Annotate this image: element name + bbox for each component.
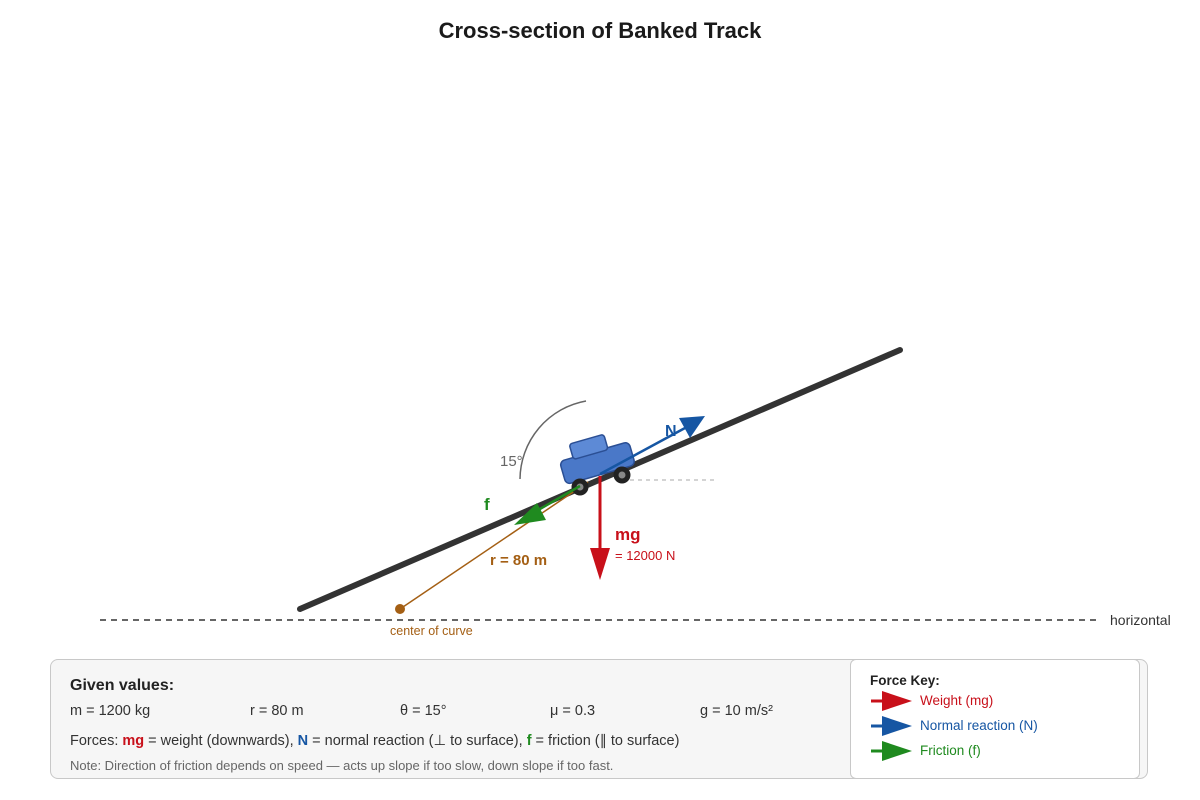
n-description: = normal reaction (⊥ to surface), <box>308 733 527 749</box>
forces-description: Forces: mg = weight (downwards), N = nor… <box>70 733 679 749</box>
mg-description: = weight (downwards), <box>144 733 298 749</box>
friction-arrow-shaft <box>532 484 581 515</box>
friction-note: Note: Direction of friction depends on s… <box>70 758 614 773</box>
weight-label: mg <box>615 525 641 544</box>
given-angle: θ = 15° <box>400 703 447 719</box>
given-radius: r = 80 m <box>250 703 304 719</box>
diagram-title: Cross-section of Banked Track <box>438 18 762 43</box>
given-gravity: g = 10 m/s² <box>700 703 773 719</box>
weight-key-label: Weight (mg) <box>920 693 994 708</box>
center-of-curve-point <box>395 604 405 614</box>
force-key-item-weight: Weight (mg) <box>870 691 1130 711</box>
friction-key-arrow-icon <box>871 741 912 761</box>
weight-key-arrow-icon <box>871 691 912 711</box>
force-key-item-friction: Friction (f) <box>870 741 1130 761</box>
f-symbol: f <box>526 733 532 749</box>
given-values-title: Given values: <box>70 677 175 694</box>
bank-angle-arc <box>519 400 587 480</box>
friction-arrowhead <box>514 503 546 525</box>
n-symbol: N <box>297 733 309 749</box>
normal-reaction-arrow-shaft <box>599 426 686 476</box>
banked-track-diagram: horizontal 15° center of curve r = 80 m … <box>100 347 1171 638</box>
normal-key-label: Normal reaction (N) <box>920 718 1038 733</box>
car <box>559 434 635 485</box>
given-mass: m = 1200 kg <box>70 703 151 719</box>
friction-label: f <box>484 495 490 514</box>
friction-key-label: Friction (f) <box>920 743 981 758</box>
radius-label: r = 80 m <box>490 552 547 569</box>
f-description: = friction (∥ to surface) <box>531 733 680 749</box>
force-key-title: Force Key: <box>870 673 940 688</box>
forces-prefix: Forces: <box>70 733 123 749</box>
radius-line <box>399 481 589 610</box>
given-friction-coefficient: μ = 0.3 <box>550 703 596 719</box>
bank-angle-label: 15° <box>500 453 523 470</box>
weight-arrowhead <box>590 548 610 580</box>
normal-key-arrow-icon <box>871 716 912 736</box>
car-wheel-front <box>613 466 631 484</box>
force-key-panel: Force Key: Weight (mg) Normal reaction (… <box>850 659 1140 779</box>
normal-reaction-arrowhead <box>679 416 705 438</box>
normal-reaction-label: N <box>665 423 677 440</box>
horizontal-label: horizontal <box>1110 612 1171 628</box>
weight-value: = 12000 N <box>615 548 675 563</box>
force-key-item-normal: Normal reaction (N) <box>870 716 1130 736</box>
center-of-curve-label: center of curve <box>390 624 473 638</box>
mg-symbol: mg <box>122 733 145 749</box>
